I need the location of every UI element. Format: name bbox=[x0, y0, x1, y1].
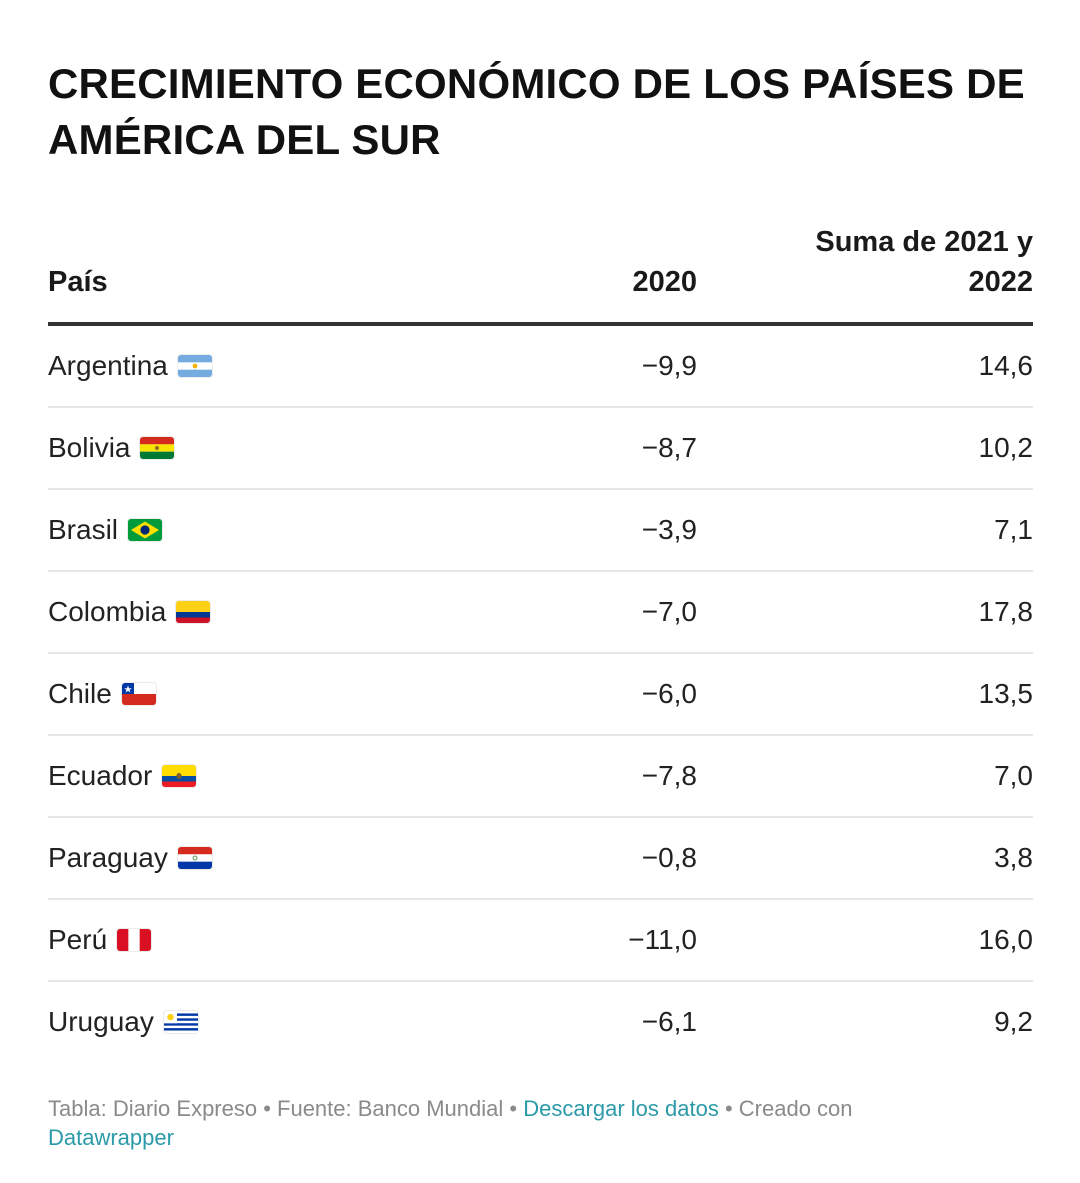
value-sum-cell: 7,1 bbox=[994, 514, 1033, 545]
datawrapper-link[interactable]: Datawrapper bbox=[48, 1125, 174, 1150]
table-row: Perú −11,0 16,0 bbox=[48, 900, 1033, 982]
country-name: Colombia bbox=[48, 596, 167, 627]
table-row: Brasil −3,9 7,1 bbox=[48, 490, 1033, 572]
argentina-flag-icon bbox=[177, 355, 212, 377]
table-row: Chile −6,0 13,5 bbox=[48, 654, 1033, 736]
country-cell: Colombia bbox=[48, 572, 211, 652]
value-sum-cell: 14,6 bbox=[978, 350, 1034, 381]
country-name: Argentina bbox=[48, 350, 168, 381]
peru-flag-icon bbox=[117, 929, 152, 951]
column-header-country[interactable]: País bbox=[48, 266, 108, 298]
table-header: País 2020 Suma de 2021 y 2022 bbox=[48, 222, 1033, 326]
country-cell: Uruguay bbox=[48, 982, 198, 1062]
download-data-link[interactable]: Descargar los datos bbox=[523, 1096, 719, 1121]
value-sum-cell: 17,8 bbox=[978, 596, 1034, 627]
value-2020-cell: −6,1 bbox=[641, 1006, 697, 1037]
created-text: • Creado con bbox=[718, 1096, 853, 1121]
table-row: Uruguay −6,1 9,2 bbox=[48, 982, 1033, 1062]
column-header-2020[interactable]: 2020 bbox=[632, 266, 697, 298]
value-2020-cell: −7,0 bbox=[641, 596, 697, 627]
value-2020-cell: −11,0 bbox=[628, 924, 697, 955]
country-name: Chile bbox=[48, 678, 112, 709]
table-row: Paraguay −0,8 3,8 bbox=[48, 818, 1033, 900]
value-2020-cell: −6,0 bbox=[641, 678, 697, 709]
country-name: Perú bbox=[48, 924, 108, 955]
brazil-flag-icon bbox=[128, 519, 163, 541]
chart-title: CRECIMIENTO ECONÓMICO DE LOS PAÍSES DE A… bbox=[48, 60, 1025, 163]
bolivia-flag-icon bbox=[140, 437, 175, 459]
chart-footer: Tabla: Diario Expreso • Fuente: Banco Mu… bbox=[48, 1094, 948, 1152]
value-sum-cell: 13,5 bbox=[978, 678, 1034, 709]
country-cell: Chile bbox=[48, 654, 156, 734]
chile-flag-icon bbox=[121, 683, 156, 705]
value-2020-cell: −0,8 bbox=[641, 842, 697, 873]
value-2020-cell: −7,8 bbox=[641, 760, 697, 791]
value-2020-cell: −9,9 bbox=[641, 350, 697, 381]
country-cell: Paraguay bbox=[48, 818, 212, 898]
country-cell: Ecuador bbox=[48, 736, 197, 816]
value-sum-cell: 16,0 bbox=[978, 924, 1034, 955]
country-name: Brasil bbox=[48, 514, 119, 545]
country-name: Uruguay bbox=[48, 1006, 154, 1037]
value-2020-cell: −3,9 bbox=[641, 514, 697, 545]
value-sum-cell: 7,0 bbox=[994, 760, 1033, 791]
country-cell: Brasil bbox=[48, 490, 163, 570]
ecuador-flag-icon bbox=[162, 765, 197, 787]
colombia-flag-icon bbox=[176, 601, 211, 623]
table-row: Argentina −9,9 14,6 bbox=[48, 326, 1033, 408]
source-text: Tabla: Diario Expreso • Fuente: Banco Mu… bbox=[48, 1096, 524, 1121]
uruguay-flag-icon bbox=[163, 1011, 198, 1033]
table-row: Ecuador −7,8 7,0 bbox=[48, 736, 1033, 818]
value-2020-cell: −8,7 bbox=[641, 432, 697, 463]
data-table: País 2020 Suma de 2021 y 2022 Argentina −… bbox=[48, 222, 1033, 1062]
country-name: Bolivia bbox=[48, 432, 131, 463]
country-cell: Argentina bbox=[48, 326, 212, 406]
country-cell: Bolivia bbox=[48, 408, 175, 488]
country-cell: Perú bbox=[48, 900, 152, 980]
table-body: Argentina −9,9 14,6 Bolivia −8,7 10,2 Brasil −3… bbox=[48, 326, 1033, 1062]
column-header-sum[interactable]: Suma de 2021 y 2022 bbox=[815, 226, 1033, 298]
country-name: Paraguay bbox=[48, 842, 168, 873]
paraguay-flag-icon bbox=[177, 847, 212, 869]
value-sum-cell: 10,2 bbox=[978, 432, 1034, 463]
value-sum-cell: 9,2 bbox=[994, 1006, 1033, 1037]
table-row: Colombia −7,0 17,8 bbox=[48, 572, 1033, 654]
table-row: Bolivia −8,7 10,2 bbox=[48, 408, 1033, 490]
value-sum-cell: 3,8 bbox=[994, 842, 1033, 873]
country-name: Ecuador bbox=[48, 760, 153, 791]
